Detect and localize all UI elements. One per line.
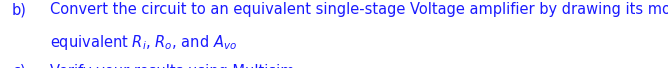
- Text: Verify your results using Multisim.: Verify your results using Multisim.: [50, 64, 299, 68]
- Text: equivalent $R_i$, $R_o$, and $A_{vo}$: equivalent $R_i$, $R_o$, and $A_{vo}$: [50, 33, 237, 52]
- Text: Convert the circuit to an equivalent single-stage Voltage amplifier by drawing i: Convert the circuit to an equivalent sin…: [50, 2, 668, 17]
- Text: b): b): [12, 2, 27, 17]
- Text: c): c): [12, 64, 25, 68]
